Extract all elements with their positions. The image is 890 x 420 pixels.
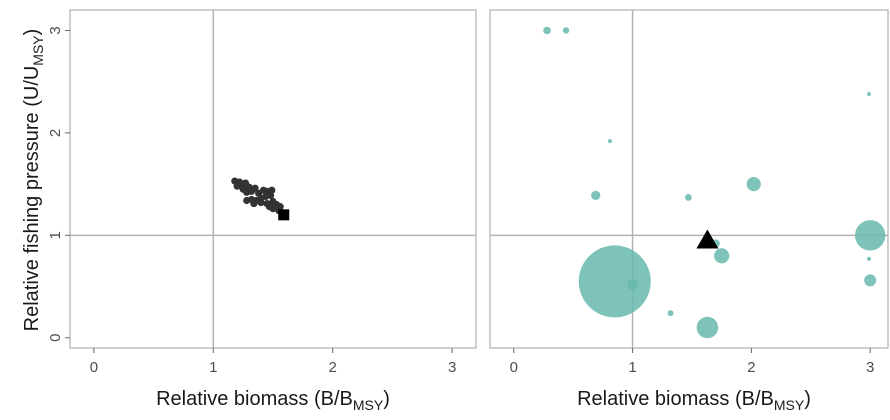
- y-axis-label-sub: MSY: [30, 35, 46, 66]
- y-axis-label-main: Relative fishing pressure (U/U: [21, 66, 43, 332]
- stock-bubble: [855, 220, 886, 251]
- panel-right: 0 1 2 3 Relative biomass (B/BMSY): [489, 9, 889, 413]
- stock-bubble: [714, 248, 730, 264]
- y-axis-label: Relative fishing pressure (U/UMSY): [21, 29, 46, 332]
- right-x-axis-label: Relative biomass (B/BMSY): [577, 388, 811, 413]
- right-x-ticks: 0 1 2 3: [510, 348, 874, 376]
- right-x-tick-label: 2: [747, 359, 755, 376]
- stock-bubble: [667, 310, 674, 317]
- data-point: [265, 203, 274, 211]
- right-x-axis-label-close: ): [804, 388, 811, 410]
- right-x-tick-label: 1: [628, 359, 636, 376]
- stock-bubble: [607, 139, 613, 144]
- right-x-axis-label-main: Relative biomass (B/B: [577, 388, 774, 410]
- left-x-tick-label: 0: [90, 359, 98, 376]
- left-y-tick-label: 3: [47, 26, 64, 34]
- left-y-tick-label: 1: [47, 231, 64, 239]
- data-point: [243, 196, 251, 205]
- stock-bubble: [746, 177, 761, 192]
- panel-right-frame: [489, 9, 889, 349]
- left-points: [231, 177, 290, 221]
- data-point: [257, 198, 265, 207]
- aggregate-status-marker: [696, 229, 719, 249]
- left-y-tick-label: 0: [47, 334, 64, 342]
- data-point: [251, 184, 259, 192]
- stock-bubble: [866, 91, 871, 96]
- right-x-tick-label: 3: [866, 359, 874, 376]
- stock-bubble: [685, 194, 692, 201]
- stock-bubble: [696, 316, 719, 339]
- stock-bubble: [578, 245, 651, 318]
- stock-bubble: [543, 26, 551, 35]
- left-x-axis-label-main: Relative biomass (B/B: [156, 388, 353, 410]
- left-x-axis-label: Relative biomass (B/BMSY): [156, 388, 390, 413]
- left-x-axis-label-sub: MSY: [353, 397, 384, 413]
- right-x-tick-label: 0: [510, 359, 518, 376]
- right-points: [543, 26, 886, 339]
- right-x-axis-label-sub: MSY: [774, 397, 805, 413]
- left-x-axis-label-close: ): [383, 388, 390, 410]
- left-y-ticks: 0 1 2 3: [47, 26, 70, 342]
- panel-left-frame: [69, 9, 477, 349]
- data-point: [250, 199, 258, 208]
- left-y-tick-label: 2: [47, 129, 64, 137]
- left-reference-lines: [70, 10, 476, 348]
- stock-bubble: [562, 27, 570, 34]
- stock-bubble: [864, 274, 877, 287]
- panel-left: 0 1 2 3 0 1 2 3 Relative biomass (B/BMSY): [47, 9, 477, 413]
- stock-bubble: [627, 279, 638, 290]
- stock-bubble: [591, 190, 601, 201]
- left-x-tick-label: 3: [448, 359, 456, 376]
- current-status-marker: [278, 209, 290, 221]
- right-reference-lines: [490, 10, 888, 348]
- left-x-tick-label: 1: [209, 359, 217, 376]
- left-x-ticks: 0 1 2 3: [90, 348, 456, 376]
- stock-bubble: [866, 256, 871, 261]
- left-x-tick-label: 2: [329, 359, 337, 376]
- y-axis-label-close: ): [21, 29, 43, 36]
